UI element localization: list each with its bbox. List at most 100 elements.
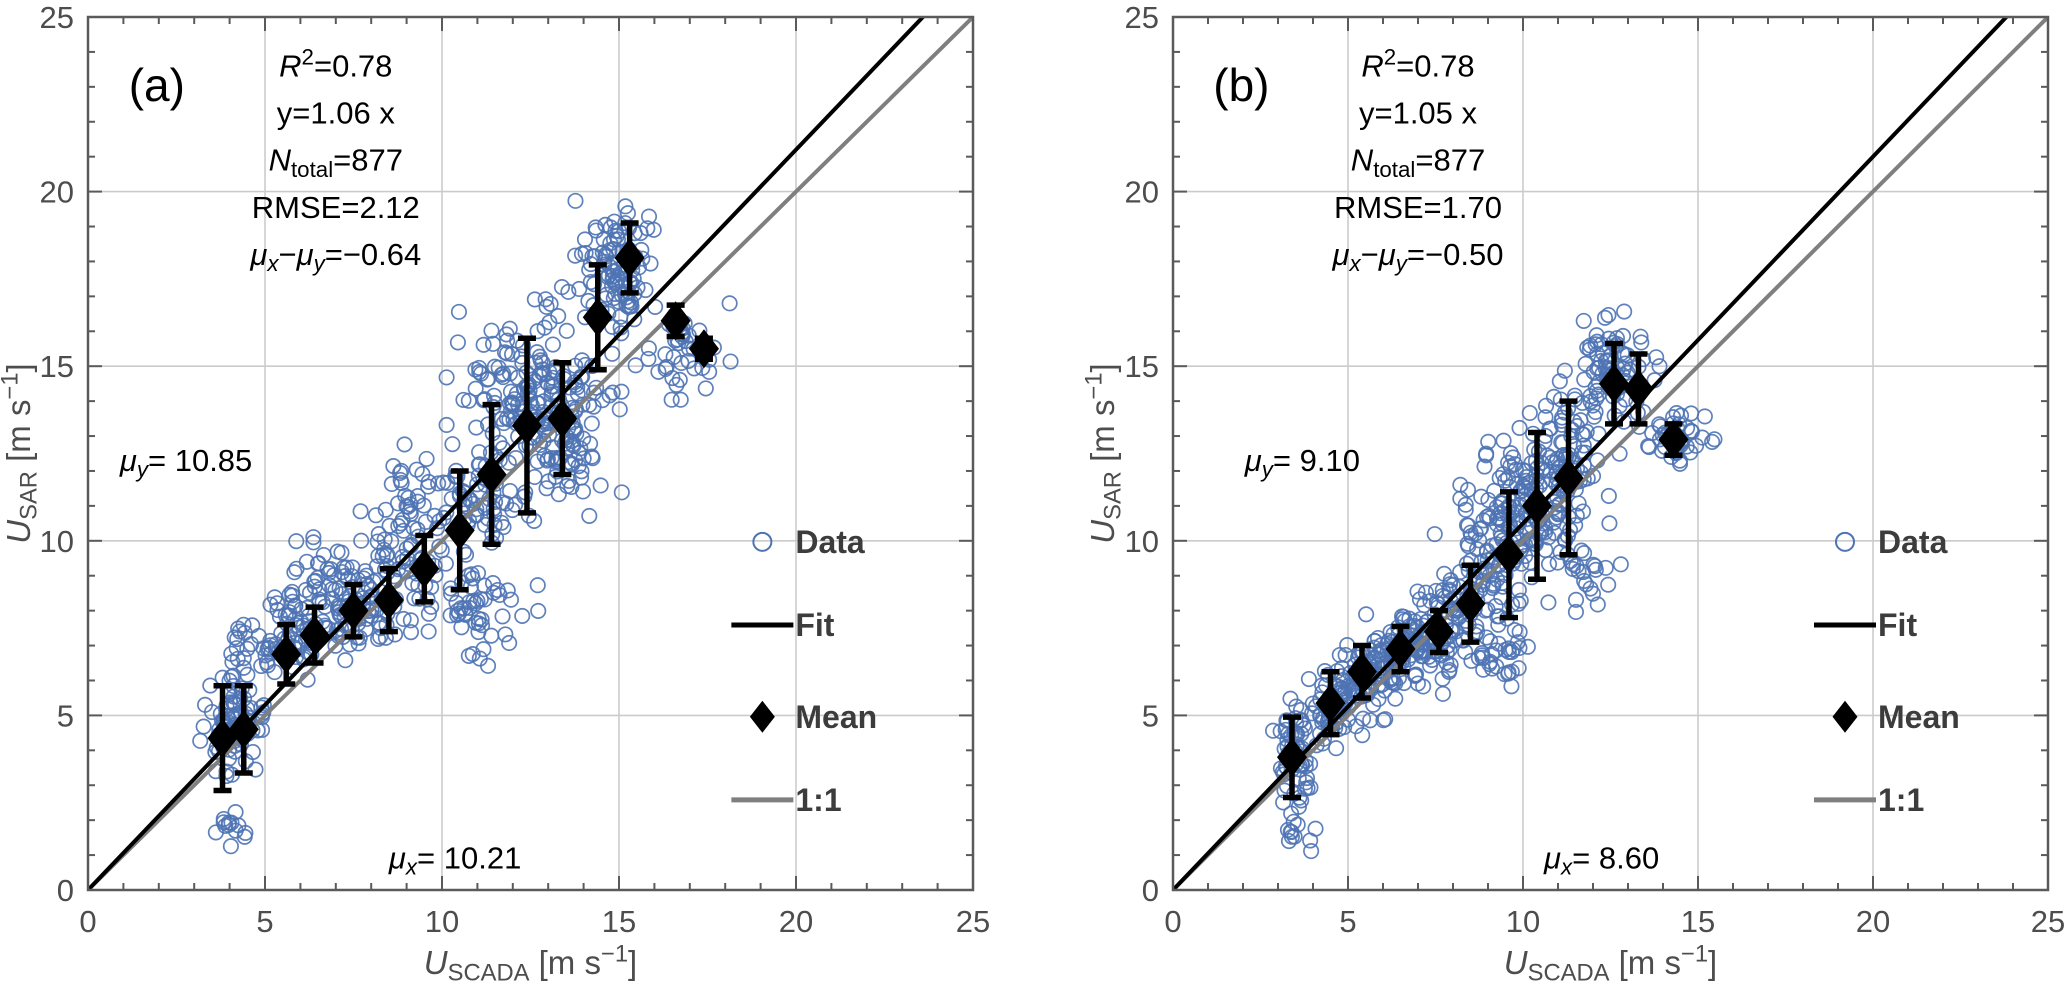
data-point: [402, 624, 420, 641]
x-tick-label: 25: [956, 904, 990, 939]
data-point: [464, 570, 481, 587]
data-point: [1549, 554, 1566, 571]
data-point: [229, 650, 246, 667]
data-point: [1590, 386, 1607, 403]
data-point: [469, 592, 486, 610]
data-point: [1460, 517, 1477, 534]
data-point: [1511, 419, 1528, 436]
data-point: [1299, 780, 1316, 797]
data-point: [390, 518, 407, 535]
data-point: [1521, 404, 1538, 422]
data-point: [701, 363, 718, 380]
data-point: [1415, 678, 1432, 695]
data-point: [253, 657, 270, 675]
data-point: [239, 640, 256, 657]
data-point: [1544, 454, 1561, 471]
data-point: [1481, 656, 1498, 673]
mean-point: [1599, 364, 1629, 404]
data-point: [558, 322, 575, 339]
legend-label: Data: [795, 524, 865, 560]
mean-point: [1623, 369, 1654, 409]
data-point: [395, 610, 412, 628]
mean-point: [1385, 629, 1416, 669]
data-point: [381, 517, 398, 534]
data-point: [486, 516, 503, 534]
data-point: [1411, 591, 1428, 608]
data-point: [1574, 503, 1592, 520]
y-tick-label: 5: [57, 698, 74, 733]
data-point: [370, 526, 387, 543]
data-point: [627, 357, 644, 374]
data-point: [581, 507, 598, 524]
data-point: [420, 623, 437, 640]
data-point: [1509, 634, 1526, 651]
legend-label: Mean: [795, 699, 877, 735]
data-point: [1387, 690, 1404, 707]
mean-point: [299, 615, 330, 655]
data-point: [471, 650, 488, 667]
data-point: [1589, 596, 1606, 613]
data-point: [1612, 556, 1629, 573]
data-point: [501, 634, 518, 652]
data-point: [401, 503, 418, 520]
data-point: [604, 384, 621, 401]
one-to-one-line: [88, 17, 973, 890]
data-point: [1339, 637, 1356, 654]
data-point: [514, 607, 531, 624]
data-point: [498, 326, 515, 343]
data-point: [550, 307, 567, 325]
data-point: [567, 247, 584, 264]
grid-lines: [1173, 17, 2048, 890]
data-point: [1540, 594, 1557, 611]
data-point: [526, 291, 543, 308]
data-point: [543, 386, 560, 403]
mu-y-annotation: μy= 9.10: [1244, 443, 1360, 482]
data-point: [1476, 458, 1493, 475]
data-point: [1538, 397, 1555, 414]
data-point: [288, 533, 305, 550]
data-point: [1280, 725, 1297, 742]
y-tick-label: 10: [1125, 524, 1159, 559]
data-point: [435, 509, 452, 526]
data-point: [1487, 598, 1504, 615]
data-point: [632, 225, 649, 242]
data-point: [399, 550, 416, 567]
data-point: [1564, 560, 1581, 577]
data-point: [370, 547, 387, 564]
data-point: [328, 621, 345, 639]
data-point: [472, 365, 490, 382]
data-point: [307, 572, 324, 589]
legend-data-marker: [1835, 531, 1855, 552]
mean-point: [511, 406, 542, 446]
data-point: [1370, 690, 1387, 708]
data-point: [1510, 581, 1527, 599]
data-point: [1478, 629, 1495, 646]
data-point: [1632, 328, 1649, 345]
data-point: [1293, 792, 1310, 809]
data-point: [1500, 643, 1517, 660]
mean-point: [271, 634, 302, 674]
data-point: [471, 364, 488, 381]
data-point: [385, 458, 402, 475]
data-point: [536, 319, 553, 336]
data-point: [1512, 592, 1529, 609]
data-point: [721, 295, 738, 312]
stats-line: μx−μy=−0.50: [1332, 237, 1504, 276]
data-point: [503, 394, 520, 411]
mean-point: [228, 709, 259, 749]
data-point: [311, 581, 328, 598]
data-point: [1412, 610, 1429, 628]
data-point: [1452, 476, 1469, 493]
data-point: [1503, 596, 1521, 613]
data-point: [537, 291, 554, 308]
data-point: [1648, 349, 1665, 366]
data-point: [505, 396, 522, 413]
mean-series: [1277, 340, 1689, 801]
data-point: [571, 280, 588, 298]
panel-label: (b): [1213, 59, 1269, 111]
data-point: [395, 522, 412, 539]
data-point: [1502, 458, 1519, 475]
data-point: [1307, 820, 1324, 837]
data-point: [1280, 832, 1298, 850]
data-point: [370, 630, 387, 648]
